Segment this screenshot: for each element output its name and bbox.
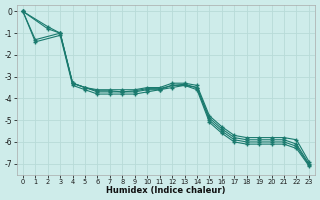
X-axis label: Humidex (Indice chaleur): Humidex (Indice chaleur) [106,186,226,195]
